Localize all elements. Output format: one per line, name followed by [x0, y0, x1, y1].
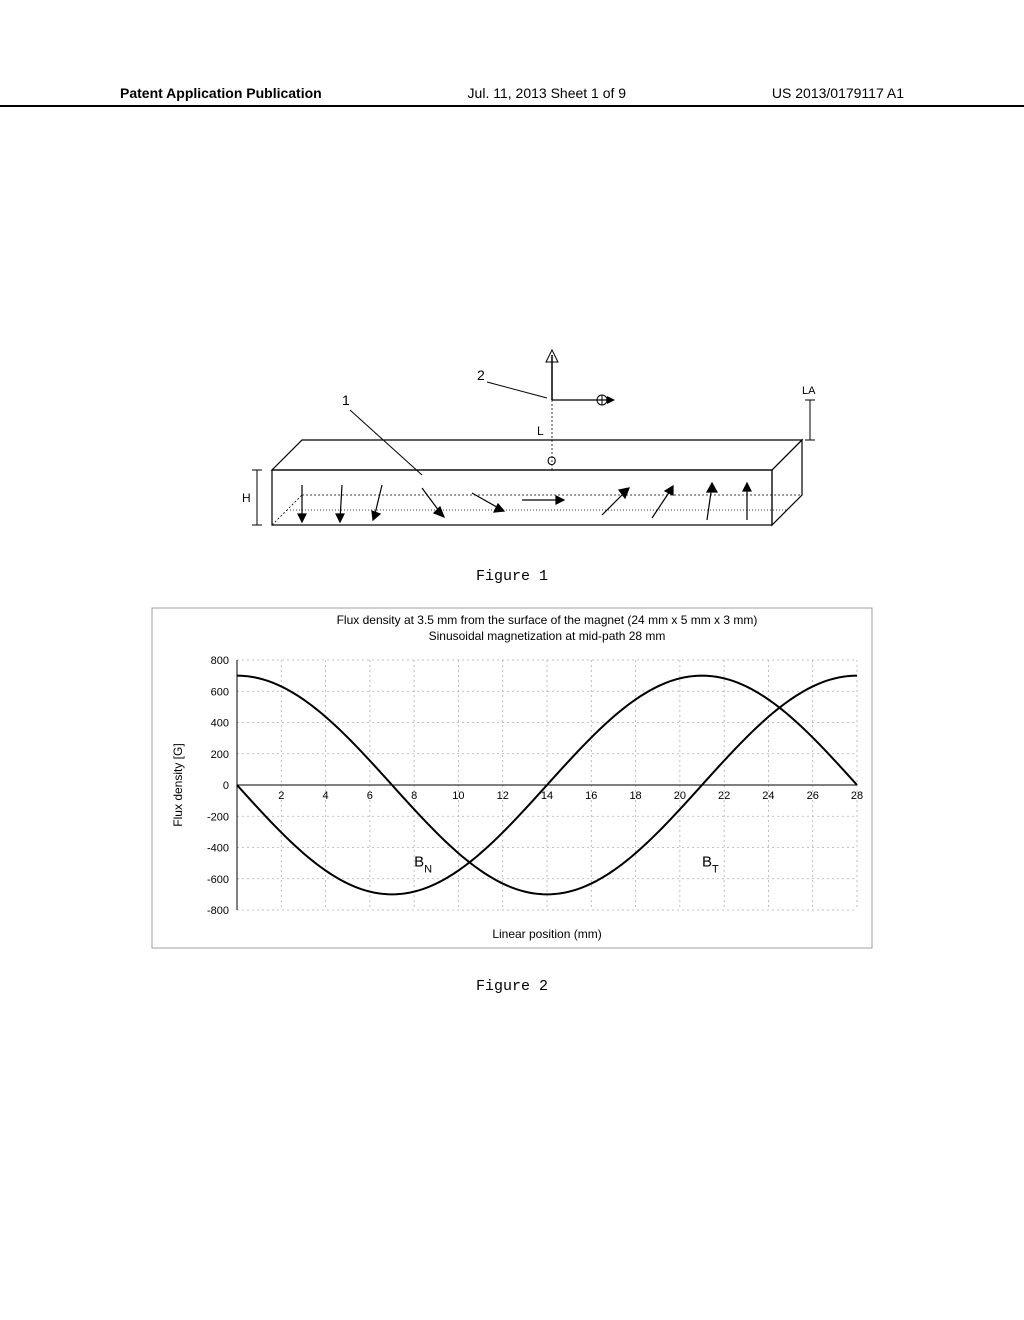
header-pubnum: US 2013/0179117 A1 — [772, 85, 904, 101]
svg-text:BN: BN — [414, 853, 432, 875]
svg-text:22: 22 — [718, 790, 730, 802]
svg-text:200: 200 — [211, 749, 229, 761]
fig1-label-2: 2 — [477, 367, 485, 383]
svg-text:Flux density at 3.5 mm from th: Flux density at 3.5 mm from the surface … — [337, 613, 758, 627]
figure-1-caption: Figure 1 — [202, 568, 822, 585]
figure-1-svg: 2 1 L O H LA — [202, 330, 822, 550]
figure-1: 2 1 L O H LA Figure 1 — [202, 330, 822, 585]
figure-2-caption: Figure 2 — [142, 978, 882, 995]
fig1-label-H: H — [242, 491, 251, 505]
fig1-label-L: L — [537, 424, 544, 438]
svg-text:26: 26 — [807, 790, 819, 802]
svg-text:2: 2 — [278, 790, 284, 802]
svg-text:8: 8 — [411, 790, 417, 802]
svg-text:-400: -400 — [207, 843, 229, 855]
svg-text:Linear position (mm): Linear position (mm) — [492, 927, 601, 941]
svg-text:20: 20 — [674, 790, 686, 802]
svg-text:Sinusoidal magnetization at mi: Sinusoidal magnetization at mid-path 28 … — [429, 629, 666, 643]
svg-text:6: 6 — [367, 790, 373, 802]
figure-2-svg: Flux density at 3.5 mm from the surface … — [142, 600, 882, 960]
svg-text:BT: BT — [702, 853, 719, 875]
fig1-label-1: 1 — [342, 392, 350, 408]
svg-text:4: 4 — [323, 790, 329, 802]
svg-text:0: 0 — [223, 780, 229, 792]
header-publication: Patent Application Publication — [120, 85, 322, 101]
fig1-label-O: O — [547, 454, 556, 468]
svg-text:18: 18 — [629, 790, 641, 802]
header-sheet: Jul. 11, 2013 Sheet 1 of 9 — [468, 85, 627, 101]
svg-text:800: 800 — [211, 655, 229, 667]
svg-text:10: 10 — [452, 790, 464, 802]
svg-text:-800: -800 — [207, 905, 229, 917]
svg-text:24: 24 — [762, 790, 774, 802]
svg-text:Flux density [G]: Flux density [G] — [171, 743, 185, 826]
svg-text:-600: -600 — [207, 874, 229, 886]
svg-text:16: 16 — [585, 790, 597, 802]
fig1-label-LA: LA — [802, 385, 816, 397]
svg-text:600: 600 — [211, 686, 229, 698]
svg-text:28: 28 — [851, 790, 863, 802]
svg-text:12: 12 — [497, 790, 509, 802]
svg-text:14: 14 — [541, 790, 553, 802]
svg-text:-200: -200 — [207, 811, 229, 823]
figure-2: Flux density at 3.5 mm from the surface … — [142, 600, 882, 995]
svg-text:400: 400 — [211, 718, 229, 730]
page-header: Patent Application Publication Jul. 11, … — [0, 85, 1024, 107]
